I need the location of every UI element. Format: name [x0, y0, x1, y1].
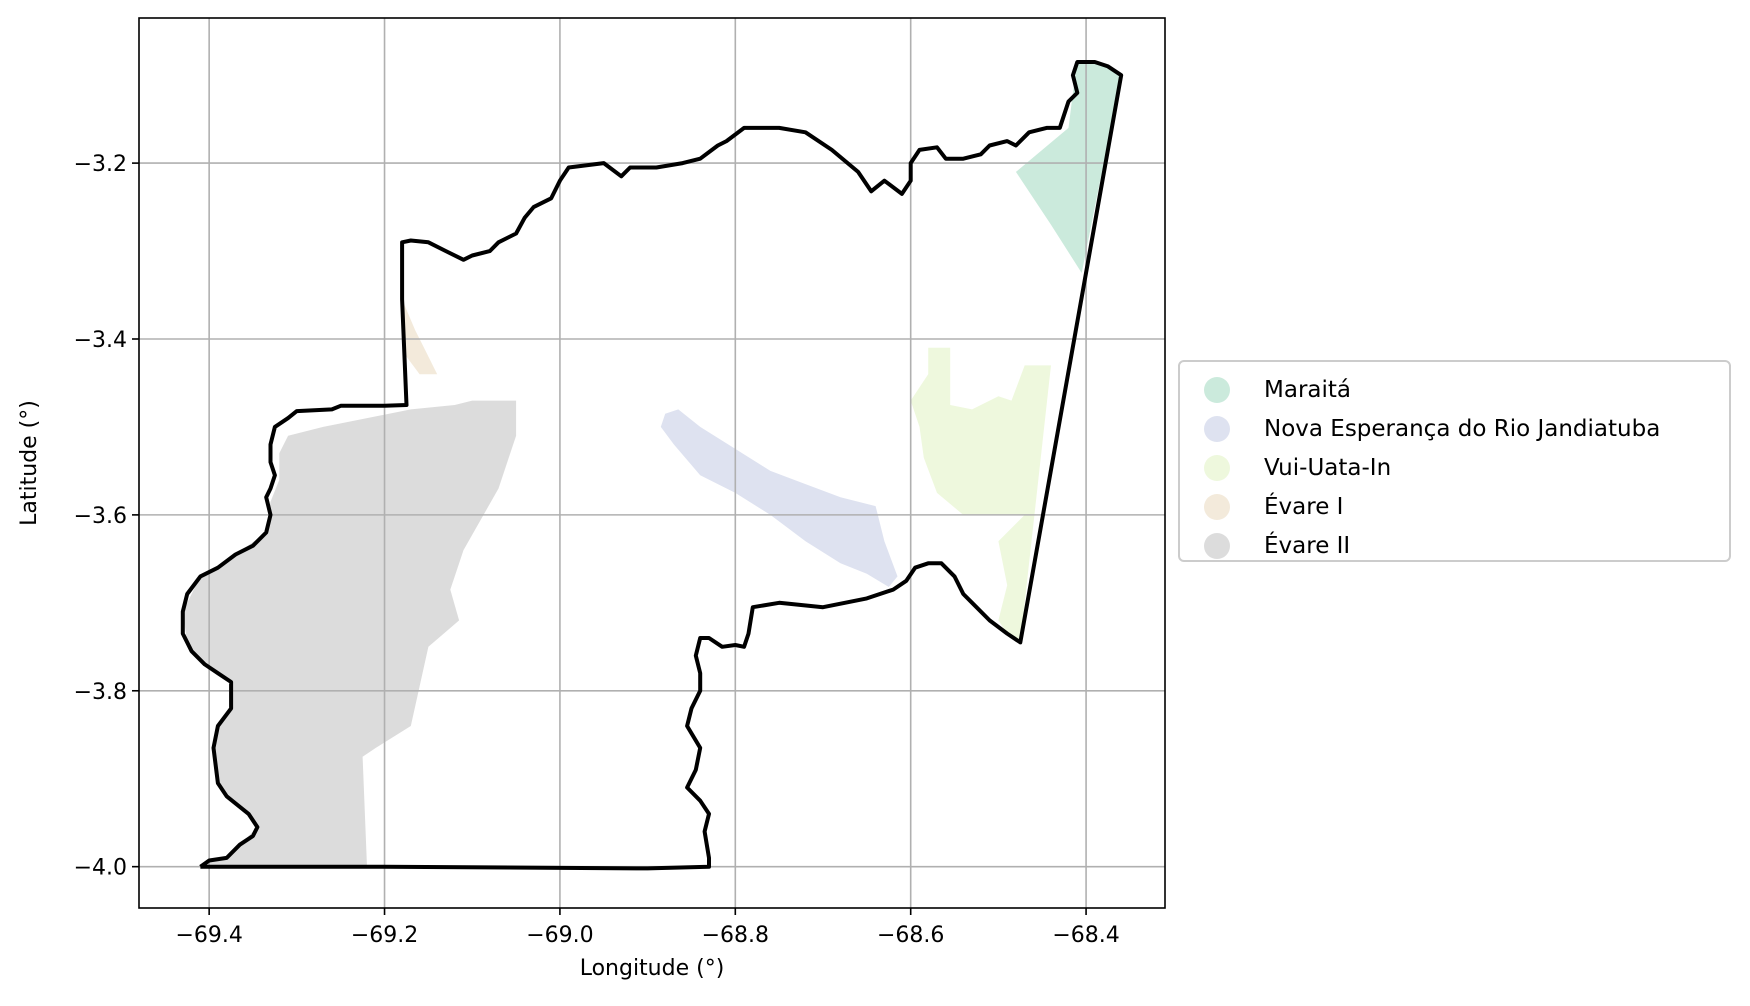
y-tick-label-1: −3.4 — [74, 328, 127, 353]
x-tick-label-5: −68.4 — [1052, 923, 1119, 948]
legend-label-evare-ii: Évare II — [1264, 532, 1351, 559]
legend-label-vui-uata-in: Vui-Uata-In — [1264, 454, 1392, 481]
legend-label-evare-i: Évare I — [1264, 493, 1344, 520]
legend-label-nova-esperanca: Nova Esperança do Rio Jandiatuba — [1264, 415, 1661, 442]
legend-swatch-maraita — [1204, 376, 1230, 403]
region-maraita — [1015, 62, 1122, 273]
legend: Maraitá Nova Esperança do Rio Jandiatuba… — [1178, 360, 1731, 562]
region-evare-i — [402, 299, 438, 375]
y-tick-label-0: −3.2 — [74, 152, 127, 177]
y-tick-label-2: −3.6 — [74, 504, 127, 529]
x-axis-label: Longitude (°) — [580, 956, 725, 981]
legend-item-maraita: Maraitá — [1204, 370, 1729, 409]
region-evare-ii — [182, 400, 517, 867]
legend-item-nova-esperanca: Nova Esperança do Rio Jandiatuba — [1204, 409, 1729, 448]
legend-item-evare-ii: Évare II — [1204, 526, 1729, 565]
legend-swatch-vui-uata-in — [1204, 454, 1230, 481]
region-nova-esperanca-do-rio-jandiatuba — [660, 409, 898, 587]
region-vui-uata-in — [910, 347, 1051, 643]
legend-label-maraita: Maraitá — [1264, 376, 1351, 403]
y-tick-label-3: −3.8 — [74, 680, 127, 705]
legend-item-evare-i: Évare I — [1204, 487, 1729, 526]
y-axis-label: Latitude (°) — [17, 400, 42, 526]
x-tick-label-4: −68.6 — [877, 923, 944, 948]
legend-swatch-nova-esperanca — [1204, 415, 1230, 442]
x-tick-label-2: −69.0 — [526, 923, 593, 948]
legend-swatch-evare-ii — [1204, 532, 1230, 559]
municipality-boundary — [180, 60, 1124, 871]
x-tick-label-1: −69.2 — [351, 923, 418, 948]
legend-item-vui-uata-in: Vui-Uata-In — [1204, 448, 1729, 487]
axes-frame — [138, 17, 1166, 909]
y-tick-label-4: −4.0 — [74, 856, 127, 881]
legend-swatch-evare-i — [1204, 493, 1230, 520]
x-tick-label-0: −69.4 — [175, 923, 242, 948]
x-tick-label-3: −68.8 — [702, 923, 769, 948]
